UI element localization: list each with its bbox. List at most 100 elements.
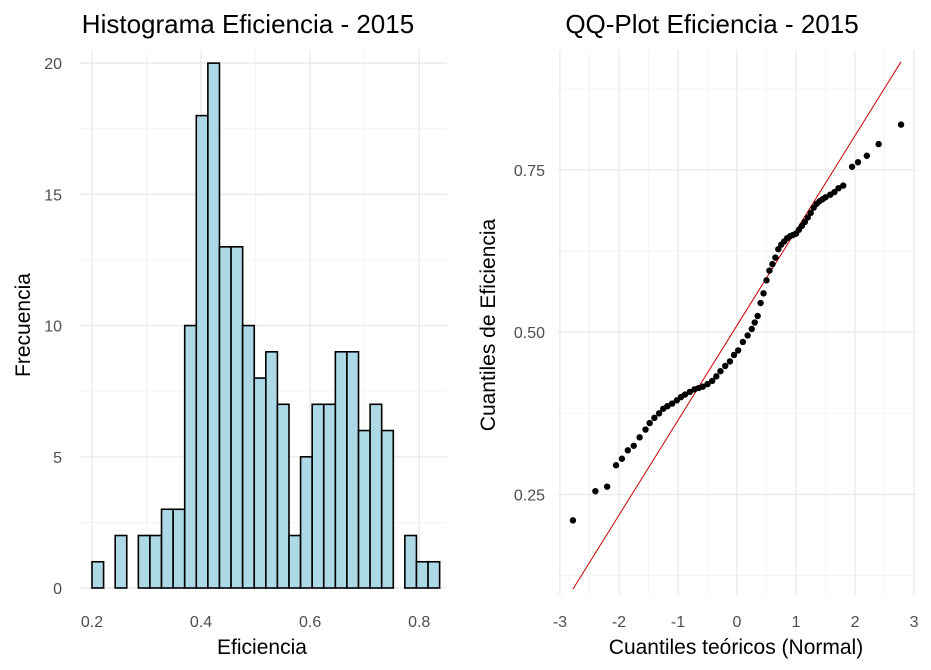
- qq-point: [630, 442, 637, 449]
- histogram-bar: [299, 455, 313, 589]
- qq-x-tick-label: -3: [553, 614, 567, 631]
- qq-point: [713, 373, 720, 380]
- histogram-bar: [276, 403, 290, 589]
- qqplot-grid: [557, 50, 917, 595]
- qq-reference-line: [572, 61, 902, 590]
- qq-point: [863, 152, 871, 159]
- histogram-y-axis-title: Frecuencia: [12, 273, 35, 377]
- qq-point: [822, 194, 829, 201]
- histogram-bar: [218, 246, 232, 589]
- qqplot-panel: QQ-Plot Eficiencia - 2015 -3 -2 -1 0 1 2 3 0.2…: [477, 9, 919, 659]
- qq-point: [739, 338, 747, 346]
- qq-point: [721, 362, 729, 370]
- qq-point: [686, 388, 693, 396]
- hist-y-tick-label: 20: [44, 56, 62, 73]
- qq-point: [751, 319, 758, 326]
- hist-y-tick-label: 0: [53, 581, 62, 598]
- histogram-bar: [253, 377, 267, 589]
- hist-x-tick-label: 0.8: [408, 614, 430, 631]
- histogram-x-ticks: 0.2 0.4 0.6 0.8: [81, 614, 431, 631]
- histogram-bar: [415, 560, 429, 589]
- qq-y-tick-label: 0.75: [514, 163, 545, 180]
- histogram-bar: [404, 534, 418, 589]
- qq-point: [636, 434, 643, 441]
- qq-point: [801, 218, 809, 226]
- qqplot-title: QQ-Plot Eficiencia - 2015: [565, 9, 858, 39]
- qq-y-tick-label: 0.50: [514, 325, 545, 342]
- histogram-bar: [346, 351, 360, 589]
- histogram-bar: [369, 403, 383, 589]
- qq-point: [744, 332, 751, 339]
- histogram-panel: Histograma Eficiencia - 2015 0.2 0.4 0.6 0.…: [12, 9, 447, 659]
- qqplot-x-axis-title: Cuantiles teóricos (Normal): [609, 636, 863, 659]
- qqplot-y-ticks: 0.25 0.50 0.75: [514, 163, 545, 504]
- qq-x-tick-label: 0: [733, 614, 742, 631]
- histogram-bar: [265, 351, 279, 589]
- hist-x-tick-label: 0.6: [299, 614, 321, 631]
- histogram-bar: [137, 534, 151, 589]
- qq-point: [730, 351, 738, 359]
- qq-point: [699, 383, 706, 390]
- qq-point: [664, 402, 671, 410]
- histogram-bar: [195, 114, 209, 589]
- qq-point: [642, 426, 649, 433]
- histogram-bar: [183, 324, 198, 589]
- qq-point: [757, 299, 764, 307]
- qq-point: [569, 517, 577, 524]
- qq-y-tick-label: 0.25: [514, 487, 545, 504]
- hist-x-tick-label: 0.4: [190, 614, 212, 631]
- histogram-bar: [230, 246, 244, 589]
- qq-point: [897, 121, 905, 128]
- histogram-bar: [334, 351, 348, 589]
- histogram-y-ticks: 0 5 10 15 20: [44, 56, 62, 598]
- qq-point: [717, 367, 724, 375]
- histogram-x-axis-title: Eficiencia: [217, 636, 307, 659]
- histogram-bar: [357, 429, 371, 589]
- qq-point: [769, 260, 776, 268]
- qqplot-x-ticks: -3 -2 -1 0 1 2 3: [553, 614, 919, 631]
- qqplot-y-axis-title: Cuantiles de Eficiencia: [477, 218, 500, 431]
- qq-point: [668, 400, 676, 407]
- hist-y-tick-label: 10: [44, 319, 62, 336]
- hist-x-tick-label: 0.2: [81, 614, 103, 631]
- qq-point: [840, 182, 847, 189]
- histogram-bar: [114, 534, 128, 589]
- qq-point: [726, 358, 734, 365]
- hist-y-tick-label: 15: [44, 187, 62, 204]
- histogram-bar: [207, 62, 221, 589]
- histogram-bar: [288, 534, 302, 589]
- qq-point: [772, 254, 779, 261]
- qq-point: [760, 290, 767, 297]
- histogram-bars: [91, 62, 441, 589]
- qq-point: [807, 209, 814, 217]
- qq-point: [646, 419, 653, 427]
- qq-point: [618, 455, 626, 462]
- qq-point: [681, 391, 689, 398]
- qq-point: [763, 277, 770, 284]
- histogram-bar: [380, 429, 395, 589]
- qq-point: [612, 462, 620, 469]
- qq-point: [831, 188, 838, 196]
- qq-x-tick-label: -2: [612, 614, 626, 631]
- qq-point: [848, 163, 856, 170]
- qq-point: [875, 140, 882, 148]
- qq-point: [592, 487, 599, 495]
- qq-point: [655, 410, 663, 417]
- qq-point: [754, 312, 761, 320]
- histogram-bar: [311, 403, 325, 589]
- qq-point: [603, 483, 611, 490]
- histogram-bar: [160, 508, 174, 589]
- qq-point: [651, 414, 658, 422]
- qq-x-tick-label: -1: [671, 614, 685, 631]
- qq-point: [734, 347, 742, 354]
- qq-point: [766, 267, 773, 274]
- qq-point: [775, 245, 782, 253]
- qq-point: [804, 214, 812, 221]
- qqplot-points: [569, 121, 905, 524]
- histogram-bar: [427, 560, 441, 589]
- histogram-bar: [172, 508, 186, 589]
- qq-point: [704, 380, 711, 388]
- qq-point: [624, 447, 632, 454]
- histogram-title: Histograma Eficiencia - 2015: [82, 9, 414, 39]
